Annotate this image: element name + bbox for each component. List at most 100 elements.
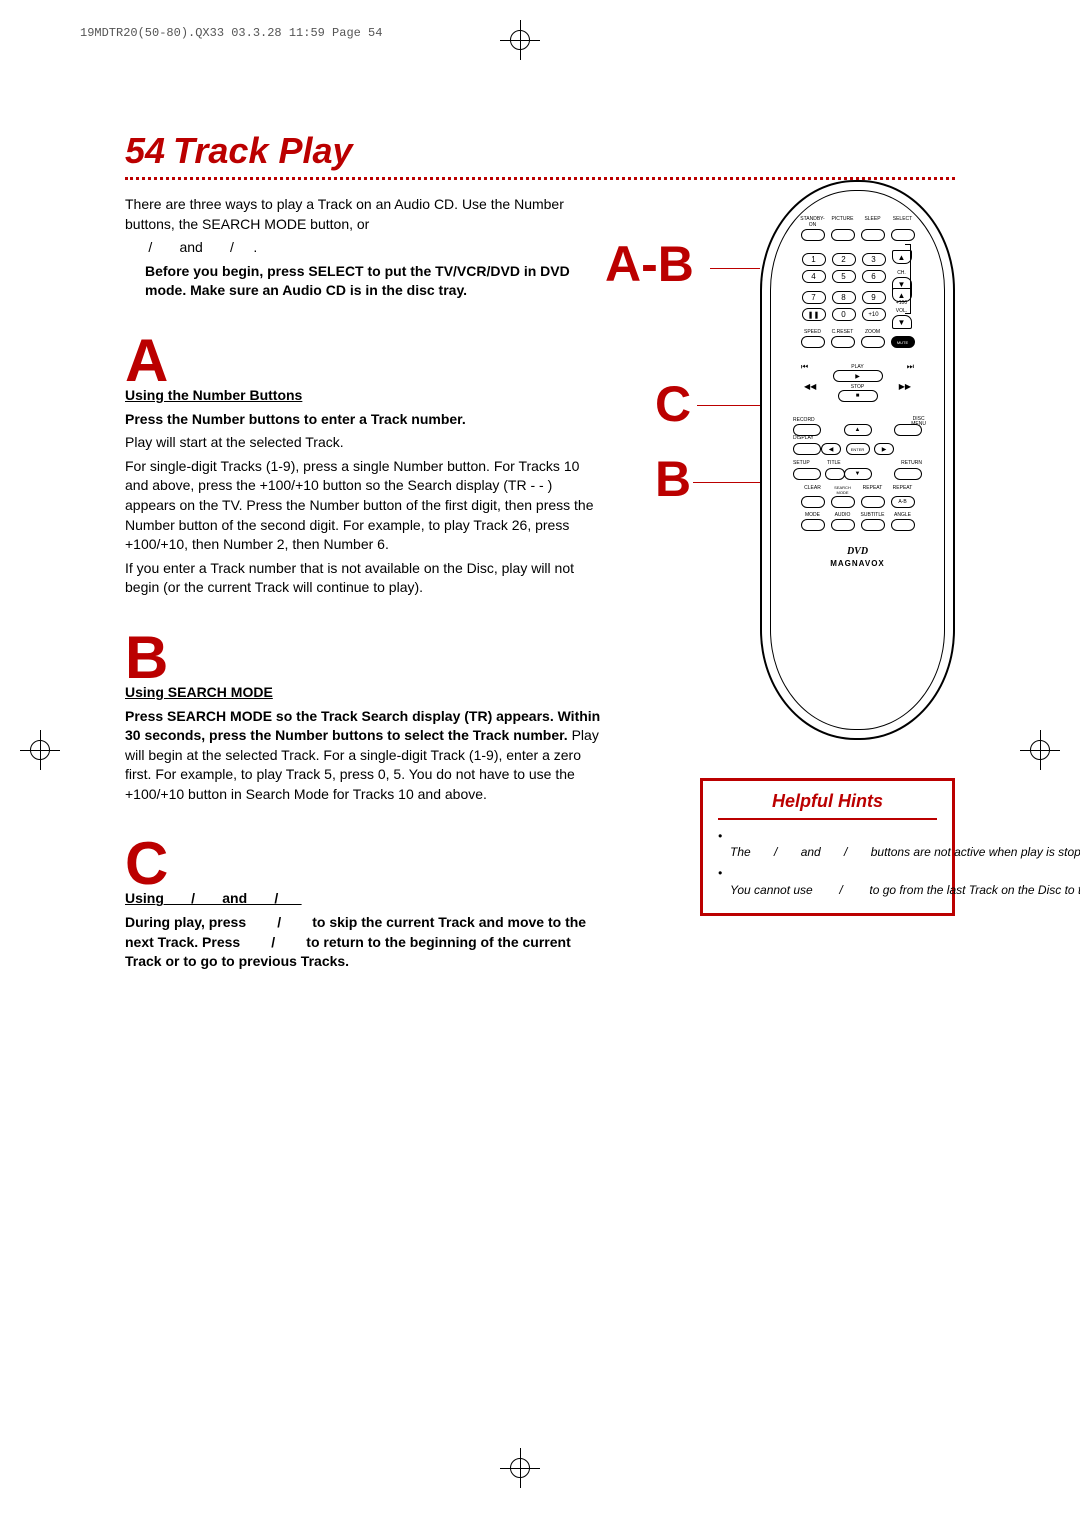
vol-down-button[interactable]: ▼	[892, 315, 912, 329]
right-button[interactable]: ▶	[874, 443, 894, 455]
play-button[interactable]: ▶	[833, 370, 883, 382]
page-title: 54Track Play	[125, 130, 955, 172]
num-1-button[interactable]: 1	[802, 253, 826, 266]
label-speed: SPEED	[800, 329, 826, 335]
return-button[interactable]	[894, 468, 922, 480]
section-b-letter: B	[125, 628, 605, 688]
title-label: TITLE	[827, 460, 841, 466]
registration-mark-bottom	[500, 1448, 540, 1488]
page-content: 54Track Play There are three ways to pla…	[125, 130, 955, 976]
label-audio: AUDIO	[830, 512, 856, 518]
angle-button[interactable]	[891, 519, 915, 531]
callout-ab: A-B	[605, 235, 694, 293]
audio-button[interactable]	[831, 519, 855, 531]
intro-para2: / and / .	[125, 238, 605, 258]
hints-title: Helpful Hints	[718, 791, 937, 820]
skip-fwd-icon: ⏭	[907, 362, 914, 372]
label-subtitle: SUBTITLE	[860, 512, 886, 518]
section-c-letter: C	[125, 834, 605, 894]
return-label: RETURN	[901, 460, 922, 466]
speed-button[interactable]	[801, 336, 825, 348]
num-6-button[interactable]: 6	[862, 270, 886, 283]
section-a-letter: A	[125, 331, 605, 391]
picture-button[interactable]	[831, 229, 855, 241]
label-clear: CLEAR	[800, 485, 826, 495]
num-4-button[interactable]: 4	[802, 270, 826, 283]
label-repeat: REPEAT	[860, 485, 886, 495]
hint-item-2: • You cannot use / to go from the last T…	[718, 865, 937, 899]
stop-button[interactable]: ■	[838, 390, 878, 402]
callout-b: B	[655, 450, 691, 508]
section-c-bold: During play, press / to skip the current…	[125, 913, 605, 972]
num-2-button[interactable]: 2	[832, 253, 856, 266]
standby-button[interactable]	[801, 229, 825, 241]
label-angle: ANGLE	[890, 512, 916, 518]
num-9-button[interactable]: 9	[862, 291, 886, 304]
intro-bold: Before you begin, press SELECT to put th…	[125, 262, 605, 301]
label-mode: MODE	[800, 512, 826, 518]
label-searchmode: SEARCH MODE	[830, 485, 856, 495]
pause-button[interactable]: ❚❚	[802, 308, 826, 321]
play-label: PLAY	[851, 364, 863, 370]
helpful-hints-box: Helpful Hints • The / and / buttons are …	[700, 778, 955, 916]
remote-buttons: STANDBY-ON PICTURE SLEEP SELECT 1	[771, 191, 944, 568]
setup-label: SETUP	[793, 460, 810, 466]
clear-button[interactable]	[801, 496, 825, 508]
bracket-ab	[905, 244, 911, 314]
rew-icon: ◀◀	[804, 382, 816, 391]
repeat-button[interactable]	[861, 496, 885, 508]
setup-button[interactable]	[793, 468, 821, 480]
left-button[interactable]: ◀	[821, 443, 841, 455]
label-zoom: ZOOM	[860, 329, 886, 335]
page-number: 54	[125, 130, 165, 171]
brand-logo: MAGNAVOX	[771, 559, 944, 568]
num-5-button[interactable]: 5	[832, 270, 856, 283]
display-button[interactable]	[793, 443, 821, 455]
num-0-button[interactable]: 0	[832, 308, 856, 321]
ab-repeat-button[interactable]: A-B	[891, 496, 915, 508]
stop-label: STOP	[851, 384, 865, 390]
label-standby: STANDBY-ON	[800, 216, 826, 228]
registration-mark-left	[20, 730, 60, 770]
enter-button[interactable]: ENTER	[846, 443, 870, 455]
title-text: Track Play	[173, 130, 352, 171]
mode-button[interactable]	[801, 519, 825, 531]
ff-icon: ▶▶	[899, 382, 911, 391]
creset-button[interactable]	[831, 336, 855, 348]
up-button[interactable]: ▲	[844, 424, 872, 436]
section-a-p1: Play will start at the selected Track.	[125, 433, 605, 453]
registration-mark-right	[1020, 730, 1060, 770]
num-8-button[interactable]: 8	[832, 291, 856, 304]
record-label: RECORD	[793, 417, 815, 423]
hints-list: • The / and / buttons are not active whe…	[718, 828, 937, 899]
section-a-p2: For single-digit Tracks (1-9), press a s…	[125, 457, 605, 555]
section-b-content: Press SEARCH MODE so the Track Search di…	[125, 707, 605, 805]
subtitle-button[interactable]	[861, 519, 885, 531]
label-sleep: SLEEP	[860, 216, 886, 228]
mute-button[interactable]: MUTE	[891, 336, 915, 348]
callout-line-ab	[710, 268, 760, 269]
num-3-button[interactable]: 3	[862, 253, 886, 266]
display-label: DISPLAY	[793, 435, 814, 441]
section-c-heading: Using / and /	[125, 889, 605, 909]
plus10-button[interactable]: +10	[862, 308, 886, 321]
section-a-p3: If you enter a Track number that is not …	[125, 559, 605, 598]
discmenu-button[interactable]	[894, 424, 922, 436]
down-button[interactable]: ▼	[844, 468, 872, 480]
sleep-button[interactable]	[861, 229, 885, 241]
title-button[interactable]	[825, 468, 845, 480]
select-button[interactable]	[891, 229, 915, 241]
remote-control: STANDBY-ON PICTURE SLEEP SELECT 1	[760, 180, 955, 740]
callout-c: C	[655, 375, 691, 433]
label-picture: PICTURE	[830, 216, 856, 228]
title-divider	[125, 177, 955, 180]
zoom-button[interactable]	[861, 336, 885, 348]
num-7-button[interactable]: 7	[802, 291, 826, 304]
section-b-bold: Press SEARCH MODE so the Track Search di…	[125, 708, 600, 744]
section-a-heading: Using the Number Buttons	[125, 386, 605, 406]
searchmode-button[interactable]	[831, 496, 855, 508]
label-creset: C.RESET	[830, 329, 856, 335]
hint-item-1: • The / and / buttons are not active whe…	[718, 828, 937, 862]
label-repeat2: REPEAT	[890, 485, 916, 495]
label-select: SELECT	[890, 216, 916, 228]
